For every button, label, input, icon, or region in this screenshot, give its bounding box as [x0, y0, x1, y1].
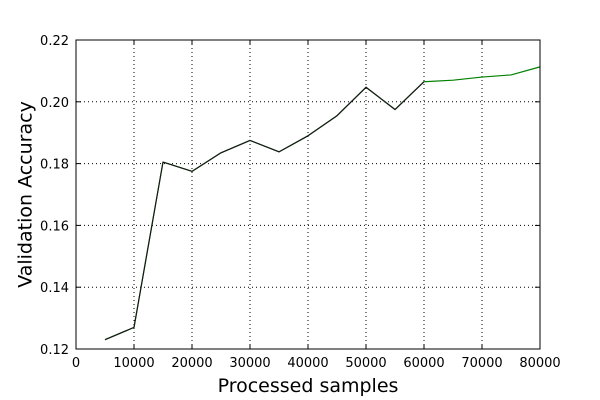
x-tick-label: 40000: [287, 356, 328, 371]
y-tick-label: 0.20: [40, 96, 69, 111]
x-tick-label: 30000: [229, 356, 270, 371]
x-tick-label: 20000: [171, 356, 212, 371]
x-tick-label: 50000: [345, 356, 386, 371]
axis-ticks: 0 10000 20000 30000 40000 50000 60000 70000 8000…: [40, 34, 561, 371]
y-tick-label: 0.12: [40, 343, 69, 358]
x-tick-label: 70000: [461, 356, 502, 371]
series-line-2: [104, 81, 425, 341]
y-tick-label: 0.14: [40, 281, 69, 296]
y-tick-label: 0.18: [40, 158, 69, 173]
y-tick-label: 0.16: [40, 219, 69, 234]
x-axis-title: Processed samples: [218, 375, 399, 397]
x-tick-label: 10000: [113, 356, 154, 371]
grid-lines: [76, 40, 540, 349]
x-tick-label: 80000: [519, 356, 560, 371]
y-axis-title: Validation Accuracy: [15, 101, 37, 288]
series-lines: [104, 66, 541, 341]
x-tick-label: 0: [72, 356, 80, 371]
x-tick-label: 60000: [403, 356, 444, 371]
y-tick-label: 0.22: [40, 34, 69, 49]
